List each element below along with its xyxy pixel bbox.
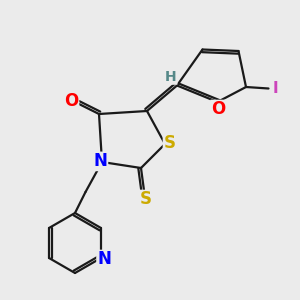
Text: N: N: [94, 152, 107, 170]
Text: O: O: [211, 100, 225, 118]
Text: I: I: [272, 81, 278, 96]
Text: S: S: [164, 134, 175, 152]
Text: S: S: [140, 190, 152, 208]
Text: N: N: [97, 250, 111, 268]
Text: H: H: [165, 70, 177, 84]
Text: O: O: [64, 92, 79, 110]
